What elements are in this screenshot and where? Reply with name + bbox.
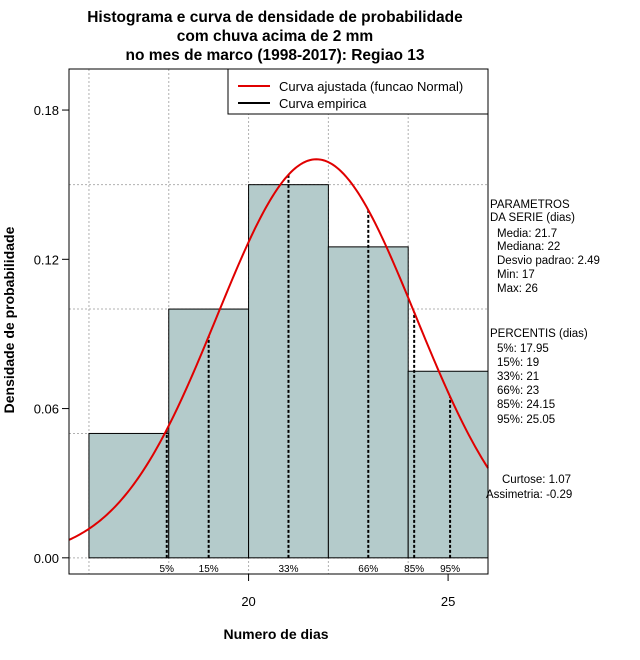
- histogram-bar-0: [88, 432, 170, 559]
- params-header-1: PARAMETROS: [490, 199, 570, 211]
- shape-stats: Curtose: 1.07 Assimetria: -0.29: [486, 474, 572, 501]
- chart-title: Histograma e curva de densidade de proba…: [87, 9, 463, 64]
- param-mediana: Mediana: 22: [497, 241, 560, 253]
- percentis-block: PERCENTIS (dias) 5%: 17.95 15%: 19 33%: …: [490, 328, 588, 426]
- param-media: Media: 21.7: [497, 228, 557, 240]
- percentil-15: 15%: 19: [497, 357, 539, 369]
- y-tick-label-3: 0.18: [34, 103, 59, 118]
- percentile-label-0: 5%: [160, 564, 175, 575]
- percentis-header: PERCENTIS (dias): [490, 328, 588, 340]
- percentile-label-1: 15%: [199, 564, 219, 575]
- percentil-5: 5%: 17.95: [497, 343, 549, 355]
- x-tick-label-1: 25: [441, 594, 455, 609]
- x-axis: 20 25: [241, 574, 455, 609]
- assimetria: Assimetria: -0.29: [486, 489, 572, 501]
- percentil-95: 95%: 25.05: [497, 414, 555, 426]
- legend-label-empirical: Curva empirica: [279, 96, 367, 111]
- percentile-label-3: 66%: [358, 564, 378, 575]
- params-header-2: DA SERIE (dias): [490, 212, 575, 224]
- param-desvio: Desvio padrao: 2.49: [497, 255, 600, 267]
- percentile-lines: 5% 15% 33% 66% 85% 95%: [160, 174, 460, 575]
- series-parameters: PARAMETROS DA SERIE (dias) Media: 21.7 M…: [490, 199, 600, 295]
- percentile-label-5: 95%: [440, 564, 460, 575]
- normal-density-curve: [68, 158, 489, 541]
- percentile-label-2: 33%: [278, 564, 298, 575]
- curtose: Curtose: 1.07: [502, 474, 571, 486]
- y-axis-title: Densidade de probabilidade: [1, 226, 17, 413]
- param-min: Min: 17: [497, 269, 535, 281]
- y-tick-label-2: 0.12: [34, 252, 59, 267]
- legend: Curva ajustada (funcao Normal) Curva emp…: [227, 68, 489, 115]
- percentile-label-4: 85%: [404, 564, 424, 575]
- percentil-85: 85%: 24.15: [497, 399, 555, 411]
- y-tick-label-1: 0.06: [34, 402, 59, 417]
- param-max: Max: 26: [497, 283, 538, 295]
- title-line-2: com chuva acima de 2 mm: [177, 28, 373, 45]
- x-tick-label-0: 20: [241, 594, 255, 609]
- title-line-1: Histograma e curva de densidade de proba…: [87, 9, 463, 26]
- y-axis: 0.00 0.06 0.12 0.18: [34, 103, 69, 566]
- histogram-bar-4: [407, 370, 489, 559]
- percentil-33: 33%: 21: [497, 371, 539, 383]
- x-axis-title: Numero de dias: [223, 626, 328, 642]
- legend-box: [227, 68, 489, 115]
- title-line-3: no mes de marco (1998-2017): Regiao 13: [126, 47, 425, 64]
- percentil-66: 66%: 23: [497, 385, 539, 397]
- legend-label-normal: Curva ajustada (funcao Normal): [279, 79, 463, 94]
- y-tick-label-0: 0.00: [34, 551, 59, 566]
